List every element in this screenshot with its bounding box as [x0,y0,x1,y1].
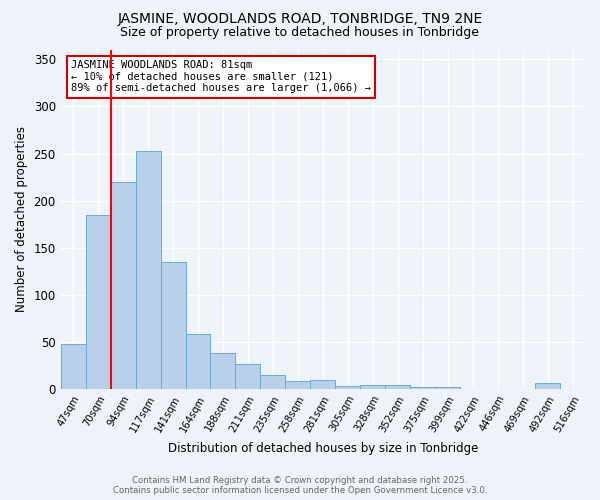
Y-axis label: Number of detached properties: Number of detached properties [15,126,28,312]
Bar [435,387,460,389]
Bar [360,385,385,389]
Text: JASMINE, WOODLANDS ROAD, TONBRIDGE, TN9 2NE: JASMINE, WOODLANDS ROAD, TONBRIDGE, TN9 … [118,12,482,26]
Bar [535,383,560,389]
Bar [61,344,86,389]
Bar [185,334,211,389]
Bar [161,262,185,389]
Bar [211,353,235,389]
Bar [286,382,310,389]
Text: Contains HM Land Registry data © Crown copyright and database right 2025.
Contai: Contains HM Land Registry data © Crown c… [113,476,487,495]
X-axis label: Distribution of detached houses by size in Tonbridge: Distribution of detached houses by size … [167,442,478,455]
Bar [410,387,435,389]
Bar [235,364,260,389]
Bar [335,386,360,389]
Bar [110,182,136,389]
Text: JASMINE WOODLANDS ROAD: 81sqm
← 10% of detached houses are smaller (121)
89% of : JASMINE WOODLANDS ROAD: 81sqm ← 10% of d… [71,60,371,94]
Bar [260,374,286,389]
Bar [385,385,410,389]
Bar [136,150,161,389]
Text: Size of property relative to detached houses in Tonbridge: Size of property relative to detached ho… [121,26,479,39]
Bar [86,214,110,389]
Bar [310,380,335,389]
